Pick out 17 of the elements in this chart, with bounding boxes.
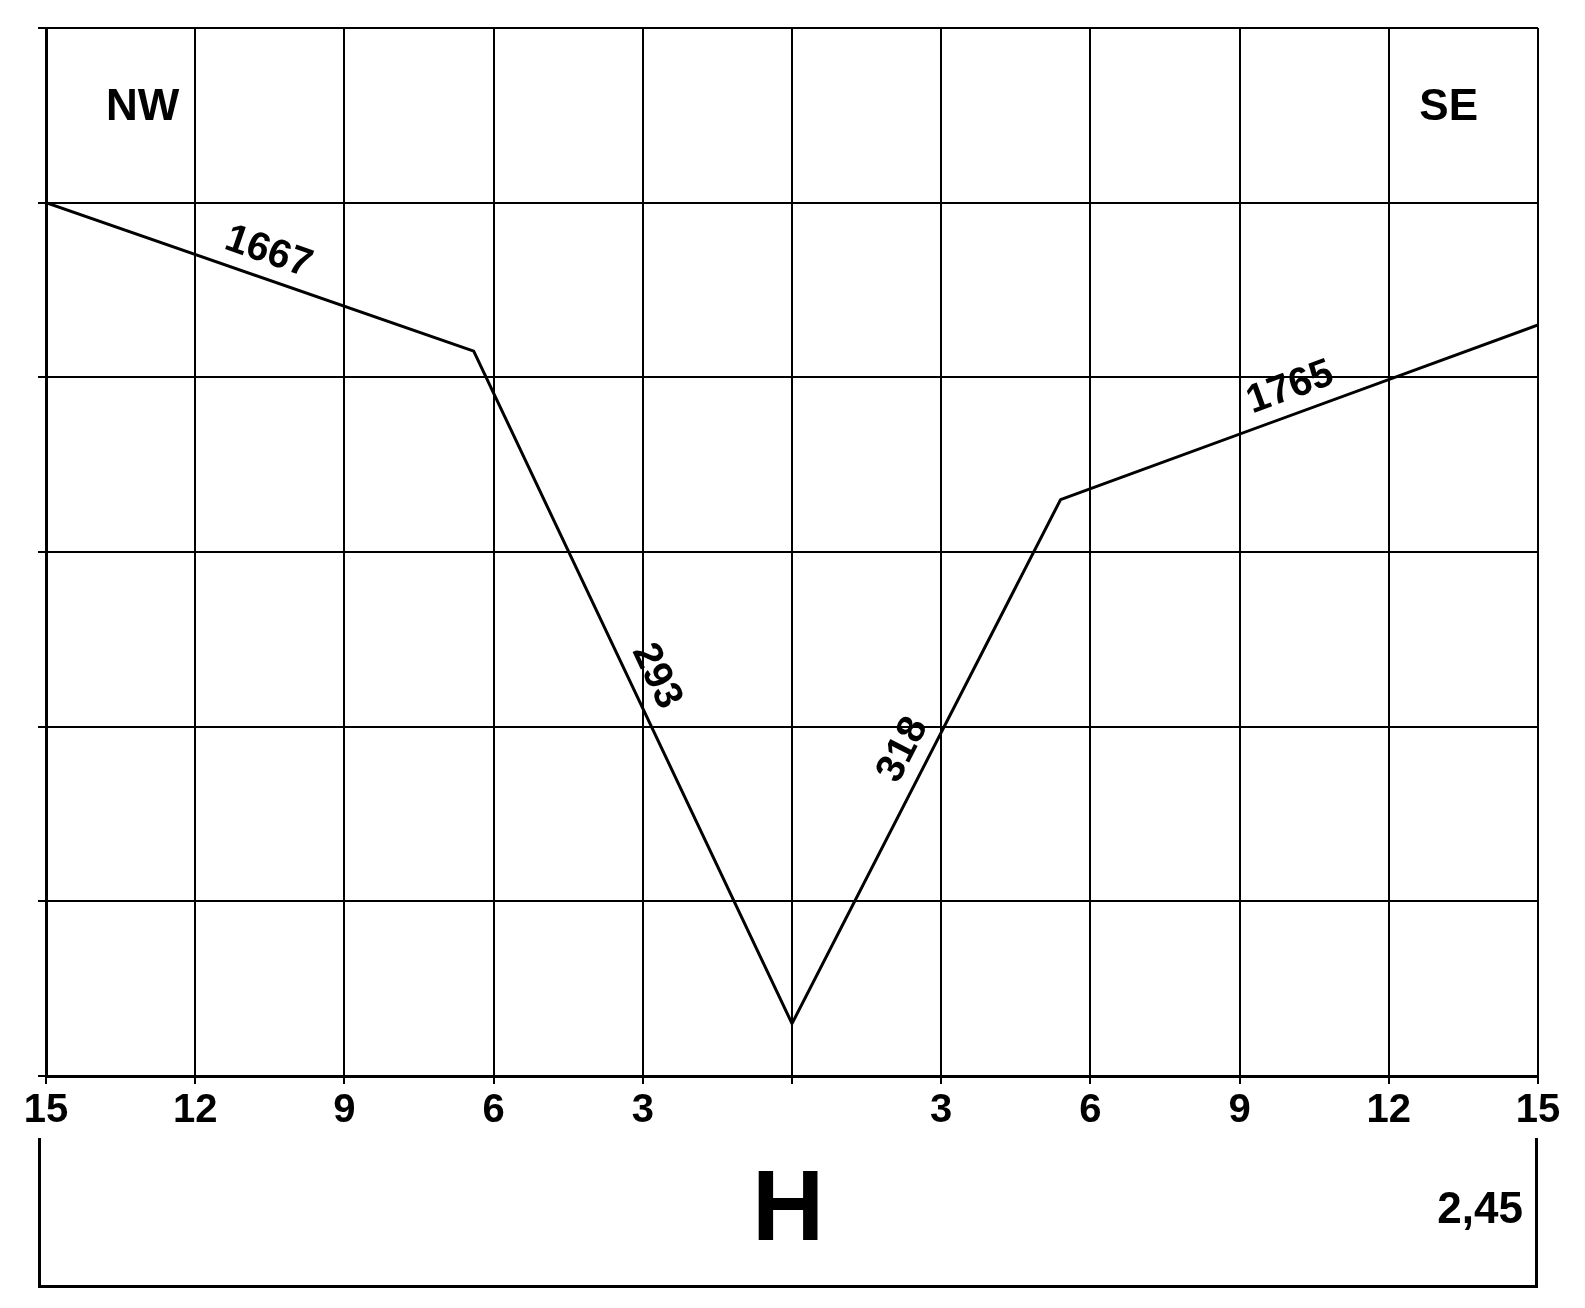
x-tick-label: 6 bbox=[1079, 1086, 1102, 1131]
text: H bbox=[751, 1148, 825, 1263]
annotation: 318 bbox=[865, 708, 936, 789]
annotation: 293 bbox=[624, 635, 694, 715]
annotation: 1667 bbox=[220, 214, 319, 285]
text: NW bbox=[106, 80, 180, 130]
x-tick-label: 3 bbox=[631, 1086, 654, 1131]
x-tick-label: 12 bbox=[172, 1086, 218, 1131]
x-tick-label: 9 bbox=[333, 1086, 356, 1131]
x-tick-label: 6 bbox=[482, 1086, 505, 1131]
text: SE bbox=[1419, 80, 1478, 130]
x-tick-label: 12 bbox=[1366, 1086, 1412, 1131]
x-tick-label: 3 bbox=[930, 1086, 953, 1131]
x-tick-label: 15 bbox=[1515, 1086, 1561, 1131]
text: 2,45 bbox=[1437, 1183, 1523, 1233]
x-tick-label: 15 bbox=[23, 1086, 69, 1131]
x-tick-label: 9 bbox=[1228, 1086, 1251, 1131]
